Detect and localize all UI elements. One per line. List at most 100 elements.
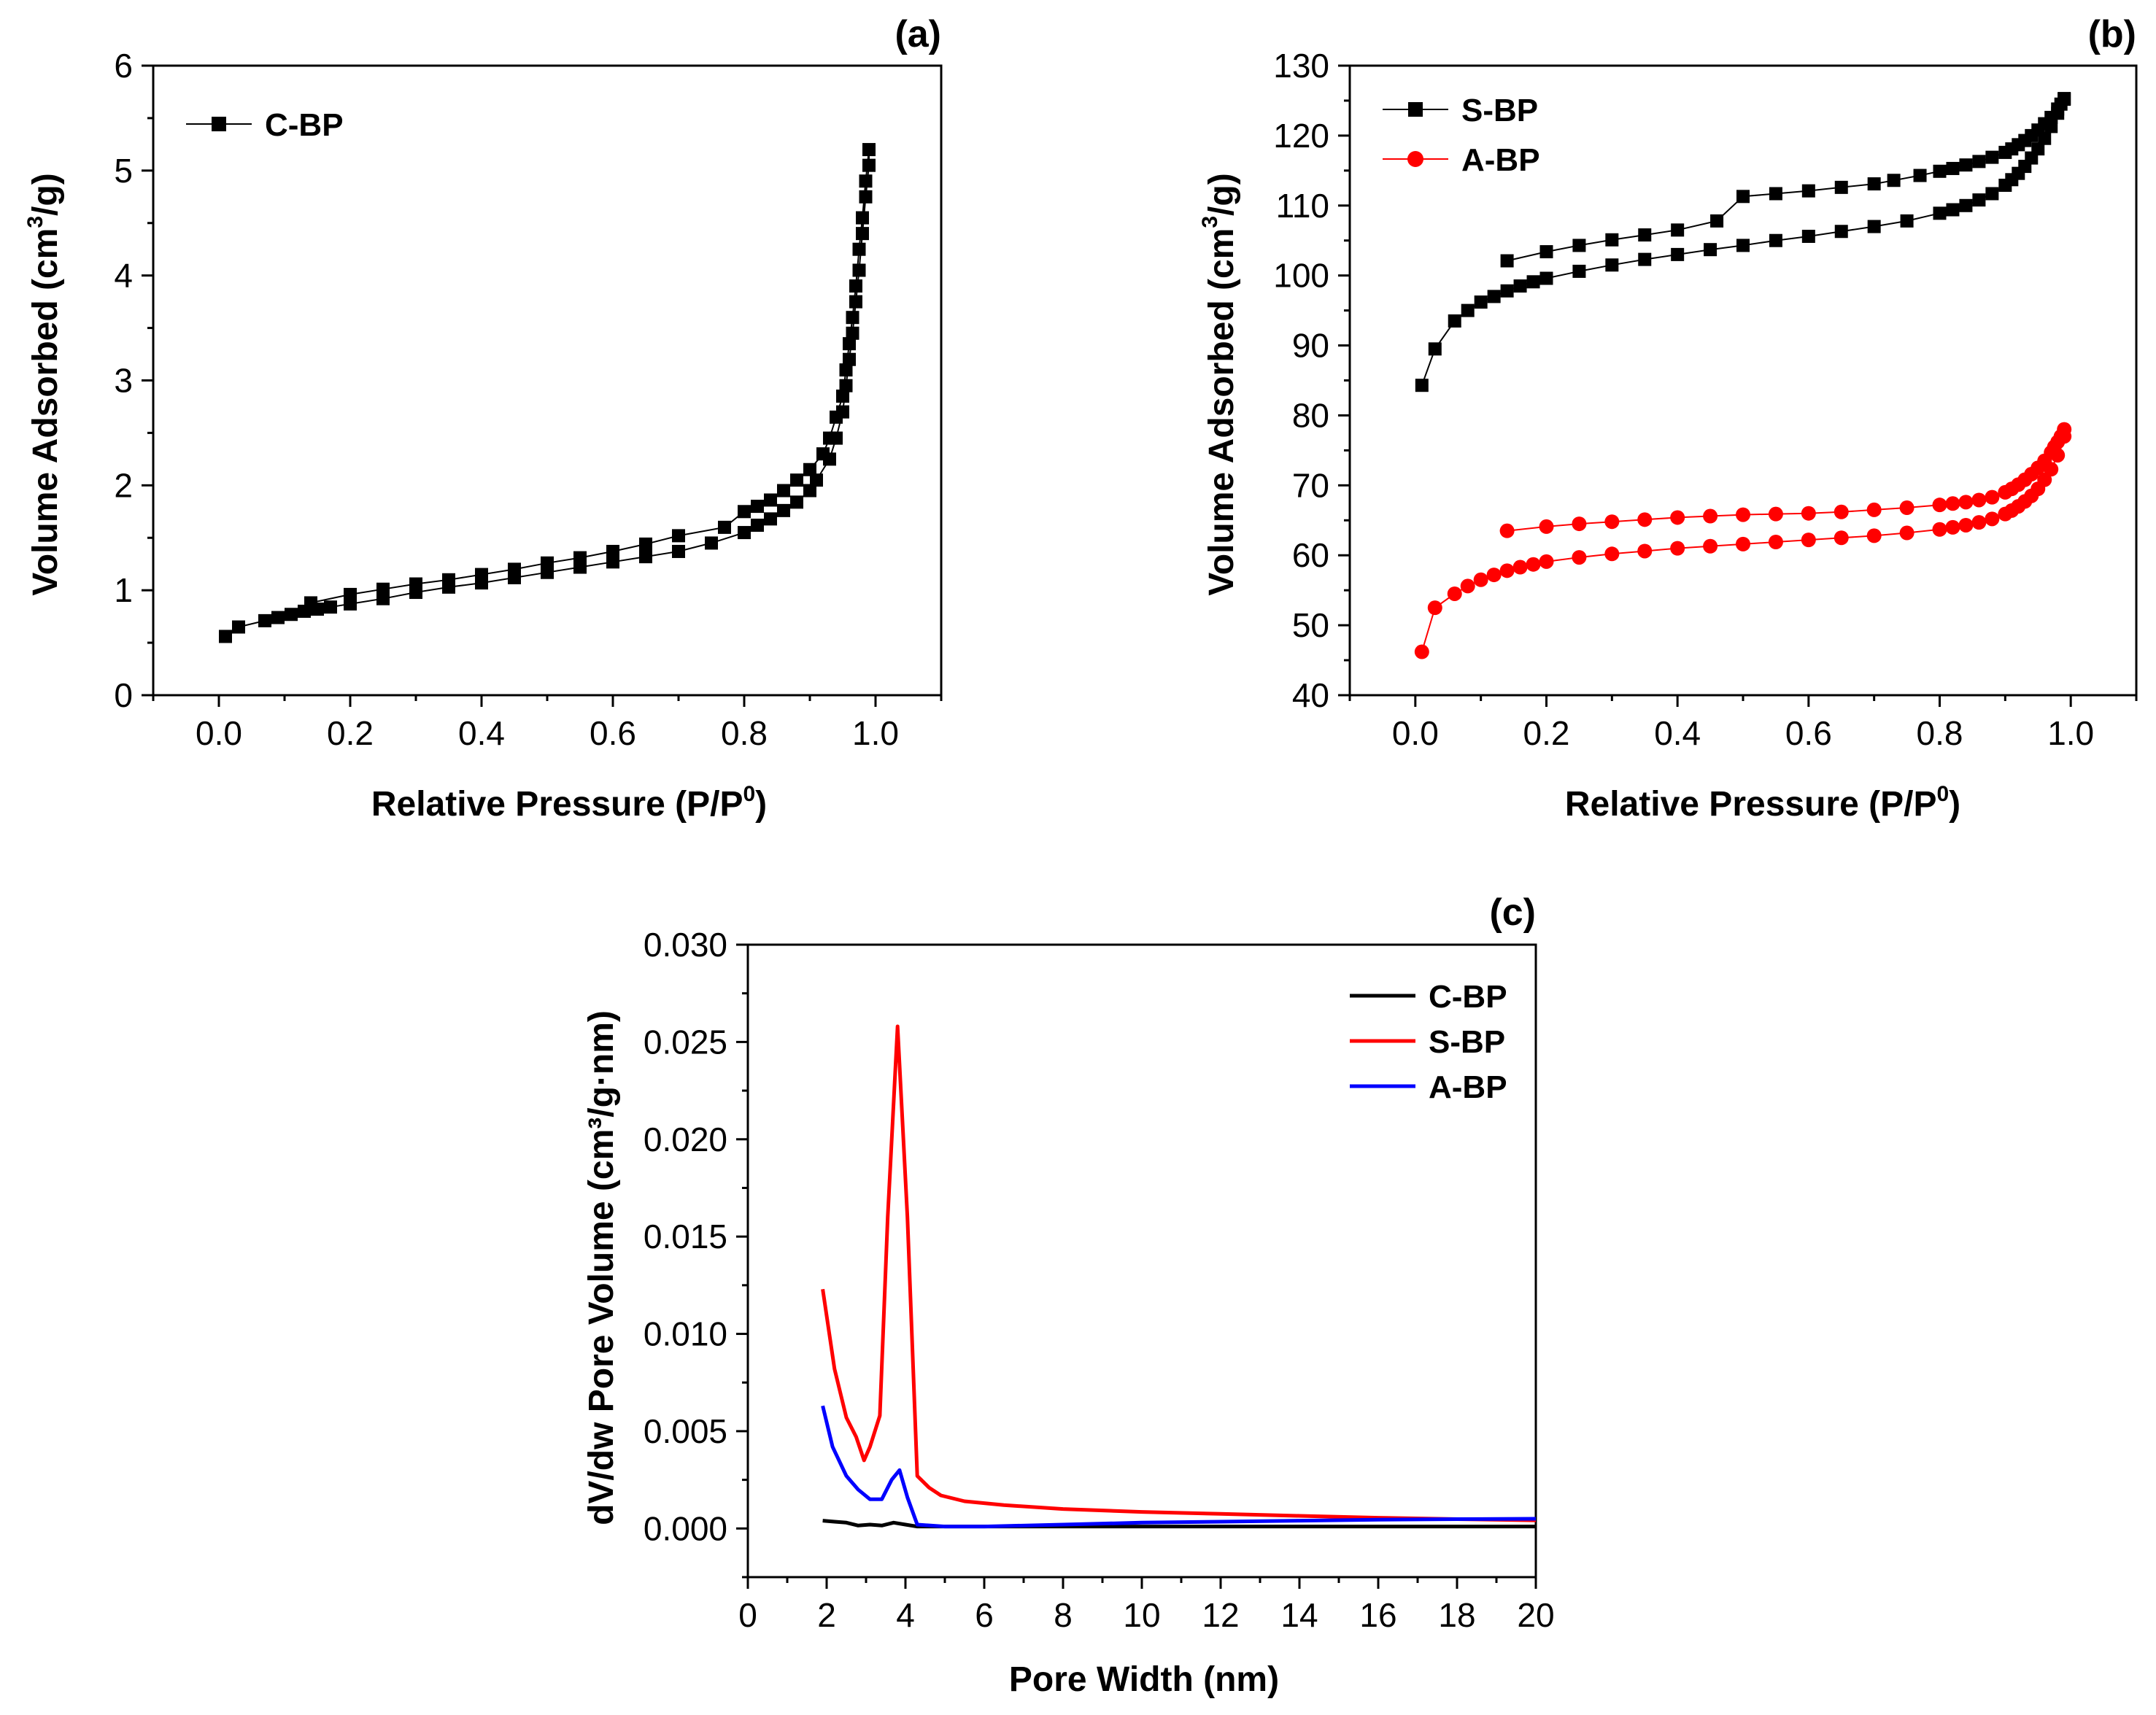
data-point-b-a-bp [1539, 554, 1554, 569]
data-point-b-s-bp [1933, 164, 1947, 178]
data-point-b-a-bp [1768, 535, 1783, 550]
data-point-a-c-bp [705, 536, 718, 550]
data-point-a-c-bp [846, 326, 859, 340]
data-point-b-a-bp [1604, 546, 1620, 562]
data-point-a-c-bp [856, 227, 869, 241]
data-point-a-c-bp [846, 311, 859, 325]
x-tick-label-a: 0.4 [458, 714, 505, 752]
data-point-b-a-bp [2037, 472, 2052, 487]
data-point-a-c-bp [830, 410, 843, 424]
y-tick-label-c: 0.005 [644, 1412, 727, 1450]
data-point-a-c-bp [810, 473, 823, 487]
data-point-b-s-bp [1867, 220, 1881, 233]
x-tick-label-c: 10 [1123, 1596, 1160, 1634]
data-point-b-a-bp [1971, 492, 1987, 508]
y-tick-label-b: 40 [1292, 676, 1329, 714]
y-tick-label-a: 1 [114, 571, 133, 609]
data-point-b-a-bp [1703, 538, 1718, 554]
data-point-b-s-bp [1769, 233, 1782, 247]
data-point-b-s-bp [1946, 203, 1960, 217]
x-tick-label-a: 0.2 [327, 714, 374, 752]
y-tick-label-a: 2 [114, 466, 133, 504]
data-point-b-s-bp [1500, 284, 1514, 298]
data-point-b-a-bp [1447, 586, 1462, 601]
legend-marker-b [1408, 102, 1423, 117]
data-point-b-s-bp [1572, 239, 1586, 252]
data-point-a-c-bp [862, 158, 876, 172]
legend-label-b: A-BP [1461, 142, 1540, 178]
y-tick-label-a: 5 [114, 152, 133, 190]
data-point-b-a-bp [1414, 644, 1429, 659]
x-tick-label-c: 12 [1202, 1596, 1239, 1634]
data-point-b-a-bp [1670, 510, 1685, 525]
legend-item-b-a-bp: A-BP [1383, 142, 1540, 178]
y-tick-label-a: 4 [114, 257, 133, 295]
panel-label-c: (c) [1489, 891, 1536, 934]
y-tick-label-b: 70 [1292, 466, 1329, 504]
x-tick-label-c: 6 [975, 1596, 994, 1634]
data-point-b-s-bp [1933, 206, 1947, 220]
y-tick-label-b: 130 [1273, 47, 1329, 85]
x-tick-label-b: 0.6 [1785, 714, 1832, 752]
x-tick-label-c: 14 [1280, 1596, 1318, 1634]
data-point-b-a-bp [1526, 557, 1541, 572]
data-point-a-c-bp [852, 242, 866, 256]
data-point-b-s-bp [1834, 225, 1848, 239]
x-tick-label-a: 1.0 [852, 714, 899, 752]
data-point-b-s-bp [1946, 161, 1960, 175]
data-point-b-s-bp [1428, 342, 1442, 356]
x-tick-label-a: 0.0 [196, 714, 242, 752]
data-point-b-a-bp [1958, 517, 1974, 533]
data-point-b-s-bp [1985, 150, 1999, 164]
data-point-b-s-bp [1513, 279, 1527, 293]
y-axis-title-b: Volume Adsorbed (cm3/g) [1198, 173, 1241, 595]
data-point-a-c-bp [836, 390, 849, 403]
data-point-b-a-bp [1985, 511, 2000, 527]
data-point-b-s-bp [1539, 271, 1553, 285]
data-point-b-a-bp [1670, 541, 1685, 556]
data-point-a-c-bp [859, 174, 873, 188]
data-point-b-s-bp [1638, 252, 1652, 266]
data-point-a-c-bp [803, 484, 816, 498]
data-point-a-c-bp [304, 596, 317, 610]
y-tick-label-c: 0.010 [644, 1315, 727, 1353]
data-point-a-c-bp [672, 544, 685, 558]
legend-item-a-c-bp: C-BP [186, 107, 344, 143]
y-tick-label-c: 0.025 [644, 1023, 727, 1061]
x-axis-title-a: Relative Pressure (P/P0) [371, 782, 767, 824]
x-tick-label-a: 0.8 [721, 714, 768, 752]
data-point-b-s-bp [2031, 142, 2045, 156]
data-point-b-a-bp [1834, 530, 1849, 546]
data-point-a-c-bp [764, 512, 777, 526]
data-point-b-s-bp [1526, 275, 1540, 289]
data-point-b-a-bp [1899, 525, 1914, 541]
data-point-b-s-bp [1572, 264, 1586, 278]
data-point-a-c-bp [409, 577, 422, 591]
data-point-a-c-bp [738, 505, 751, 519]
y-tick-label-b: 120 [1273, 117, 1329, 155]
data-point-b-s-bp [1887, 174, 1901, 187]
data-point-b-s-bp [1959, 198, 1973, 212]
y-tick-label-a: 3 [114, 362, 133, 400]
data-point-b-a-bp [1801, 533, 1816, 548]
data-point-b-s-bp [1638, 228, 1652, 242]
y-tick-label-a: 0 [114, 676, 133, 714]
data-point-a-c-bp [232, 620, 245, 634]
data-point-a-c-bp [718, 520, 731, 534]
data-point-b-s-bp [1736, 239, 1750, 252]
x-tick-label-c: 0 [738, 1596, 757, 1634]
x-tick-label-b: 0.8 [1917, 714, 1963, 752]
data-point-b-s-bp [1972, 193, 1986, 207]
panel-label-b: (b) [2088, 13, 2136, 55]
data-point-b-s-bp [1605, 233, 1619, 247]
data-point-b-a-bp [1703, 508, 1718, 524]
data-point-a-c-bp [672, 529, 685, 543]
plot-area-b: 0.0 0.2 0.4 0.6 0.8 1.0 40 50 60 70 80 90 100 110 120 1… [1273, 47, 2138, 752]
x-tick-label-c: 4 [896, 1596, 915, 1634]
data-point-a-c-bp [777, 503, 790, 517]
y-tick-label-c: 0.015 [644, 1217, 727, 1255]
data-point-a-c-bp [790, 495, 803, 509]
data-point-b-s-bp [1671, 247, 1685, 261]
legend-label-b: S-BP [1461, 93, 1538, 128]
